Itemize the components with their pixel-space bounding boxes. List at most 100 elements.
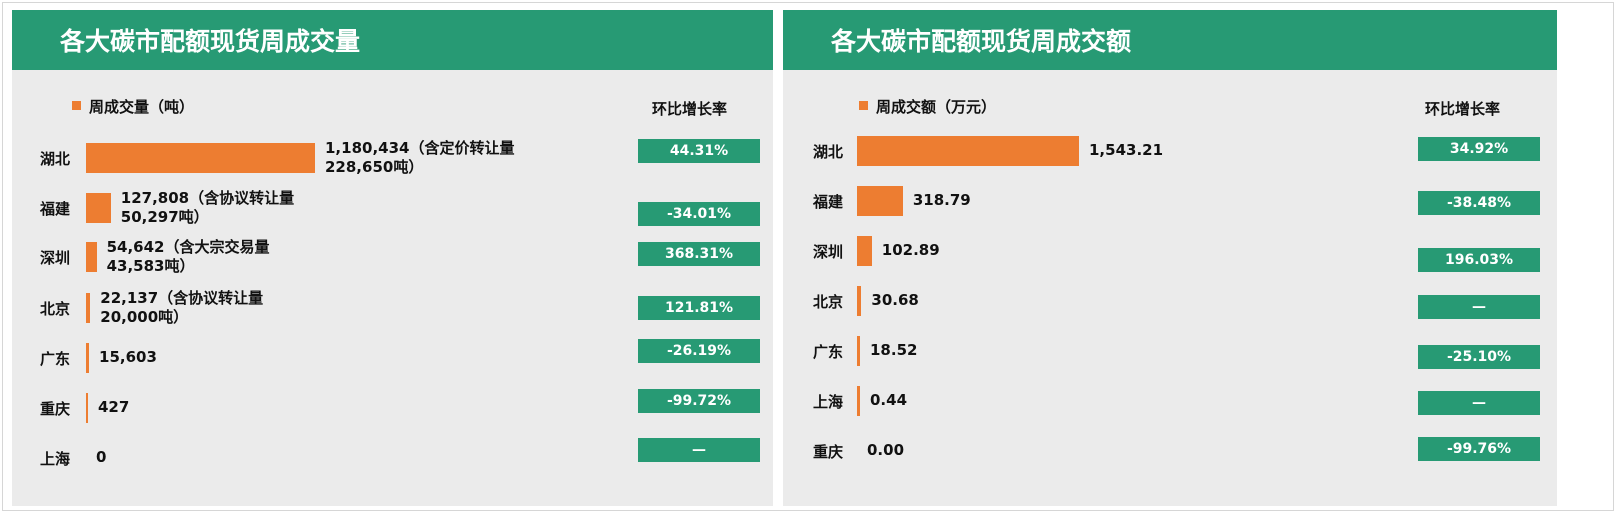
- growth-rate-badge: —: [1418, 295, 1540, 319]
- bar: [857, 186, 903, 216]
- data-label-line: 102.89: [881, 241, 940, 259]
- data-label: 1,180,434（含定价转让量 228,650吨）: [325, 139, 514, 177]
- bar: [86, 193, 111, 223]
- bar: [857, 236, 872, 266]
- chart-legend: 周成交额（万元）: [859, 96, 996, 117]
- panel-header: 各大碳市配额现货周成交量: [12, 10, 773, 70]
- data-label: 318.79: [913, 191, 971, 210]
- chart-row: 重庆 0.00 -99.76%: [783, 431, 1557, 471]
- chart-row: 广东 15,603 -26.19%: [12, 338, 773, 378]
- chart-row: 湖北 1,180,434（含定价转让量 228,650吨） 44.31%: [12, 138, 773, 178]
- growth-rate-badge: -26.19%: [638, 339, 760, 363]
- data-label-line: 1,543.21: [1089, 141, 1164, 159]
- bar: [86, 293, 91, 323]
- legend-label: 周成交量（吨）: [89, 98, 195, 116]
- growth-rate-badge: 196.03%: [1418, 248, 1540, 272]
- data-label: 22,137（含协议转让量 20,000吨）: [100, 289, 263, 327]
- category-label: 深圳: [813, 243, 844, 261]
- category-label: 上海: [40, 450, 71, 468]
- data-label: 1,543.21: [1089, 141, 1163, 160]
- category-label: 北京: [813, 293, 844, 311]
- data-label-line: 50,297吨）: [120, 208, 209, 226]
- bar: [86, 242, 97, 272]
- chart-row: 重庆 427 -99.72%: [12, 388, 773, 428]
- data-label: 54,642（含大宗交易量 43,583吨）: [107, 238, 270, 276]
- category-label: 上海: [813, 393, 844, 411]
- category-label: 广东: [813, 343, 844, 361]
- chart-row: 福建 127,808（含协议转让量 50,297吨） -34.01%: [12, 188, 773, 228]
- growth-rate-badge: 368.31%: [638, 242, 760, 266]
- chart-row: 北京 22,137（含协议转让量 20,000吨） 121.81%: [12, 288, 773, 328]
- panel-title: 各大碳市配额现货周成交量: [60, 27, 361, 56]
- category-label: 福建: [40, 200, 71, 218]
- chart-row: 上海 0 —: [12, 438, 773, 478]
- data-label: 0.44: [870, 391, 907, 410]
- category-label: 福建: [813, 193, 844, 211]
- bar: [857, 386, 860, 416]
- data-label: 427: [98, 398, 129, 417]
- turnover-panel: 各大碳市配额现货周成交额 周成交额（万元） 环比增长率 湖北 1,543.21 34…: [783, 10, 1557, 506]
- data-label-line: 18.52: [870, 341, 918, 359]
- category-label: 深圳: [40, 249, 71, 267]
- growth-rate-badge: —: [1418, 391, 1540, 415]
- volume-panel: 各大碳市配额现货周成交量 周成交量（吨） 环比增长率 湖北 1,180,434（含…: [12, 10, 773, 506]
- category-label: 北京: [40, 300, 71, 318]
- category-label: 湖北: [40, 150, 71, 168]
- bar: [857, 136, 1079, 166]
- data-label-line: 54,642（含大宗交易量: [106, 238, 270, 256]
- data-label: 127,808（含协议转让量 50,297吨）: [121, 189, 294, 227]
- bar: [857, 286, 862, 316]
- data-label-line: 0: [96, 448, 107, 466]
- panel-title: 各大碳市配额现货周成交额: [831, 27, 1132, 56]
- data-label-line: 318.79: [912, 191, 971, 209]
- bar: [857, 336, 860, 366]
- chart-row: 深圳 54,642（含大宗交易量 43,583吨） 368.31%: [12, 237, 773, 277]
- growth-rate-badge: 34.92%: [1418, 137, 1540, 161]
- growth-rate-badge: -99.72%: [638, 389, 760, 413]
- category-label: 重庆: [40, 400, 71, 418]
- legend-label: 周成交额（万元）: [876, 98, 997, 116]
- growth-rate-header: 环比增长率: [652, 100, 728, 118]
- growth-rate-header: 环比增长率: [1425, 100, 1501, 118]
- category-label: 重庆: [813, 443, 844, 461]
- data-label: 18.52: [870, 341, 917, 360]
- data-label: 0.00: [867, 441, 904, 460]
- data-label-line: 43,583吨）: [106, 257, 195, 275]
- growth-rate-badge: -99.76%: [1418, 437, 1540, 461]
- data-label-line: 1,180,434（含定价转让量: [325, 139, 515, 157]
- growth-rate-badge: 121.81%: [638, 296, 760, 320]
- growth-rate-badge: 44.31%: [638, 139, 760, 163]
- chart-row: 福建 318.79 -38.48%: [783, 181, 1557, 221]
- chart-row: 上海 0.44 —: [783, 381, 1557, 421]
- category-label: 广东: [40, 350, 71, 368]
- data-label-line: 0.00: [867, 441, 905, 459]
- data-label-line: 0.44: [870, 391, 908, 409]
- data-label: 30.68: [871, 291, 918, 310]
- chart-row: 深圳 102.89 196.03%: [783, 231, 1557, 272]
- growth-rate-badge: -38.48%: [1418, 191, 1540, 215]
- legend-swatch: [859, 101, 868, 110]
- legend-swatch: [72, 101, 81, 110]
- data-label: 15,603: [99, 348, 157, 367]
- bar: [86, 143, 315, 173]
- panel-header: 各大碳市配额现货周成交额: [783, 10, 1557, 70]
- data-label: 0: [96, 448, 106, 467]
- data-label-line: 15,603: [99, 348, 157, 366]
- chart-legend: 周成交量（吨）: [72, 96, 194, 117]
- growth-rate-badge: -34.01%: [638, 202, 760, 226]
- bar: [86, 393, 88, 423]
- category-label: 湖北: [813, 143, 844, 161]
- data-label: 102.89: [882, 241, 940, 260]
- data-label-line: 427: [98, 398, 130, 416]
- data-label-line: 228,650吨）: [325, 158, 424, 176]
- growth-rate-badge: -25.10%: [1418, 345, 1540, 369]
- data-label-line: 127,808（含协议转让量: [120, 189, 295, 207]
- data-label-line: 20,000吨）: [100, 308, 189, 326]
- data-label-line: 22,137（含协议转让量: [100, 289, 264, 307]
- chart-row: 广东 18.52 -25.10%: [783, 331, 1557, 371]
- data-label-line: 30.68: [871, 291, 919, 309]
- chart-row: 北京 30.68 —: [783, 281, 1557, 321]
- growth-rate-badge: —: [638, 438, 760, 462]
- chart-row: 湖北 1,543.21 34.92%: [783, 131, 1557, 171]
- bar: [86, 343, 90, 373]
